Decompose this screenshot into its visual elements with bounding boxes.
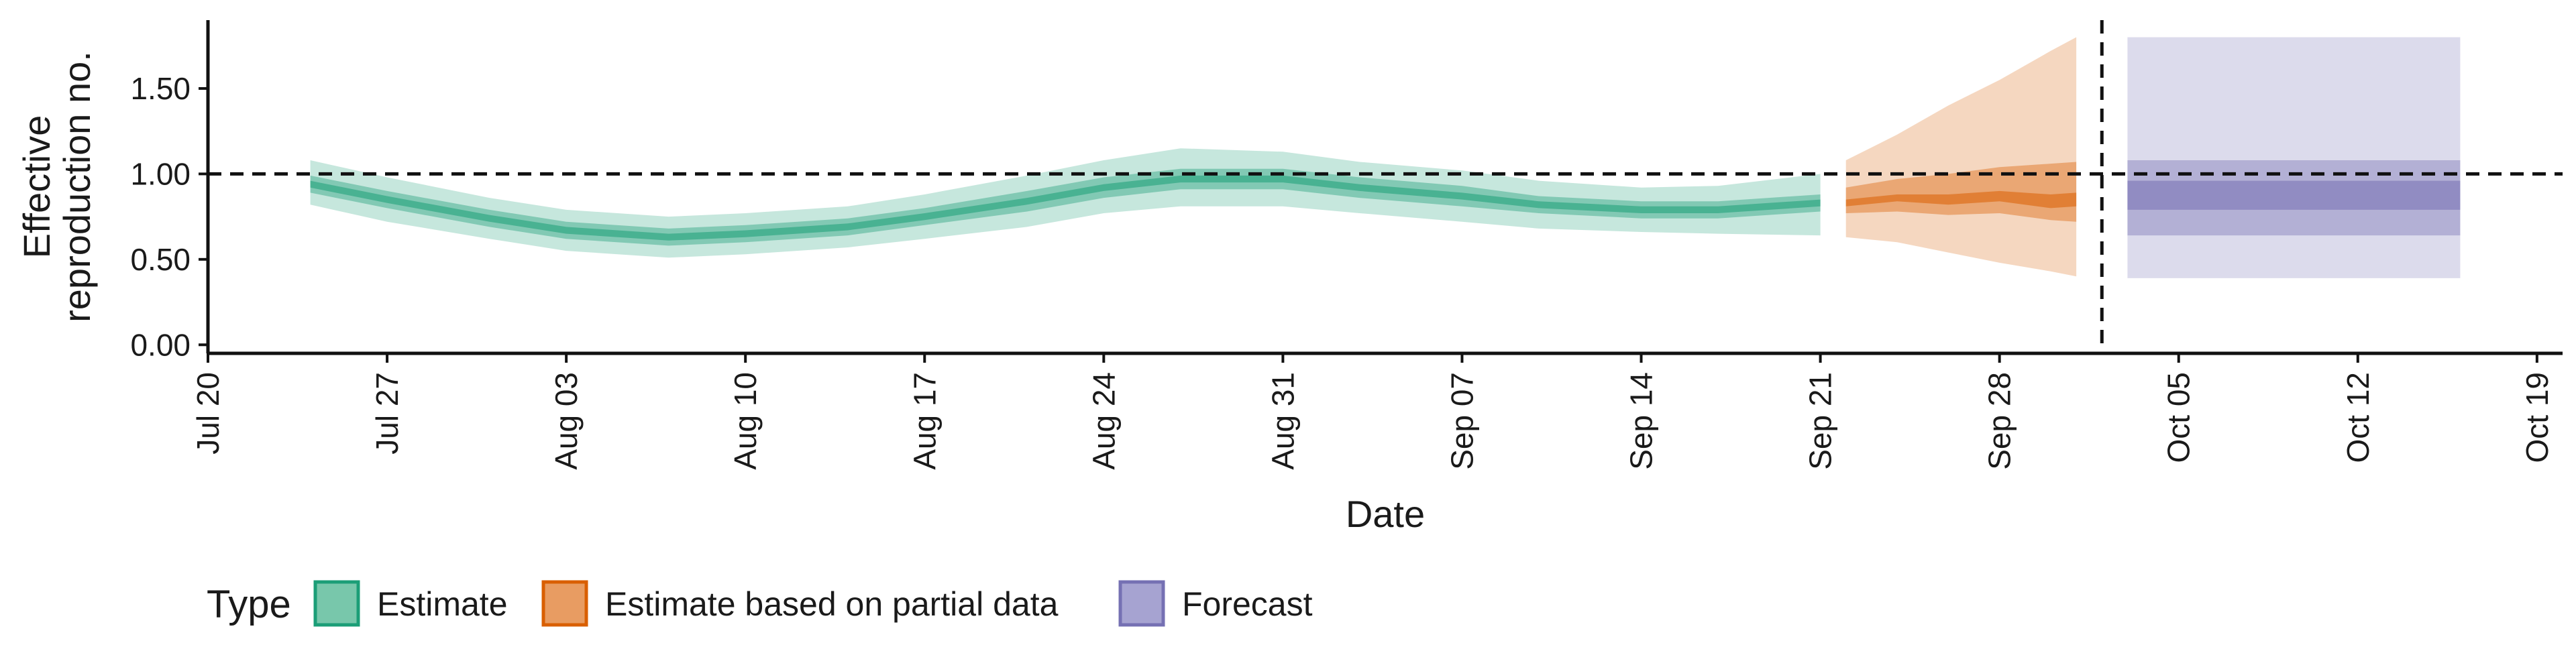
y-tick-label: 1.00: [130, 156, 191, 191]
x-tick-label: Sep 07: [1444, 372, 1479, 470]
legend-label-estimate: Estimate: [377, 585, 508, 623]
series-estimate: [310, 148, 1821, 258]
x-tick-label: Sep 21: [1803, 372, 1838, 470]
legend-key-estimate: [313, 580, 360, 627]
band-ci90-forecast: [2127, 37, 2461, 278]
legend-label-partial-data: Estimate based on partial data: [605, 585, 1059, 623]
band-ci90-estimate: [310, 148, 1821, 258]
y-tick-label: 1.50: [130, 71, 191, 106]
bands-layer: [310, 37, 2461, 278]
x-tick-label: Sep 28: [1982, 372, 2017, 470]
band-ci20-forecast: [2127, 180, 2461, 210]
x-tick-label: Aug 24: [1086, 372, 1121, 470]
band-ci50-estimate: [310, 168, 1821, 246]
x-tick-label: Jul 20: [191, 372, 225, 455]
x-tick-label: Aug 31: [1265, 372, 1300, 470]
x-tick-label: Oct 12: [2341, 372, 2375, 463]
y-axis-title-line-1: Effective: [15, 115, 58, 259]
x-tick-label: Aug 10: [728, 372, 763, 470]
x-tick-label: Oct 19: [2520, 372, 2555, 463]
series-estimate-based-on-partial-data: [1845, 37, 2077, 277]
x-tick-label: Oct 05: [2161, 372, 2196, 463]
legend-title: Type: [207, 583, 291, 626]
y-tick-label: 0.50: [130, 242, 191, 277]
x-tick-label: Aug 17: [907, 372, 942, 470]
legend: Type Estimate Estimate based on partial …: [207, 580, 1313, 627]
band-ci90-estimate-based-on-partial-data: [1845, 37, 2077, 277]
legend-key-forecast: [1118, 580, 1165, 627]
legend-label-forecast: Forecast: [1182, 585, 1313, 623]
reference-lines-layer: [208, 20, 2563, 353]
band-ci20-estimate-based-on-partial-data: [1845, 190, 2077, 209]
y-axis-title-line-2: reproduction no.: [56, 51, 98, 322]
series-forecast: [2127, 37, 2461, 278]
labels-layer: Date Effective reproduction no.: [15, 51, 1425, 535]
x-axis-title: Date: [1346, 493, 1425, 535]
band-ci50-estimate-based-on-partial-data: [1845, 162, 2077, 222]
x-tick-label: Jul 27: [370, 372, 405, 455]
legend-key-partial-data: [541, 580, 588, 627]
x-tick-label: Aug 03: [549, 372, 584, 470]
band-ci20-estimate: [310, 175, 1821, 241]
y-tick-label: 0.00: [130, 327, 191, 362]
x-tick-label: Sep 14: [1624, 372, 1659, 470]
axes-layer: 0.00 0.50 1.00 1.50 Jul 20 Jul 27 Aug 03 Aug 10…: [130, 20, 2563, 470]
